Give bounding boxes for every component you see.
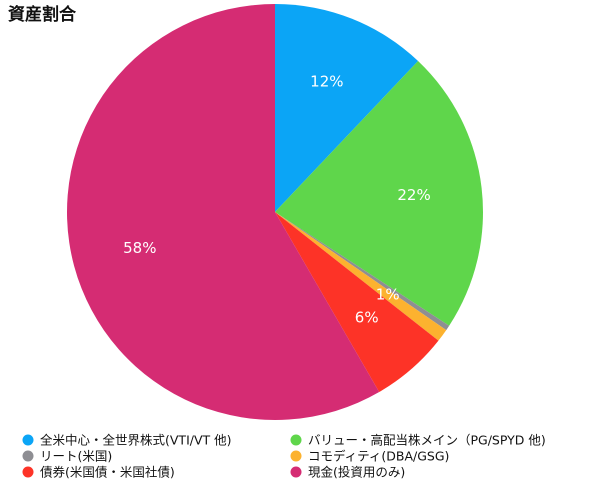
legend-marker [22, 466, 34, 478]
pie-slice [275, 61, 483, 326]
legend-label: 債券(米国債・米国社債) [40, 465, 175, 480]
legend-marker [22, 450, 34, 462]
data-label: 6% [355, 308, 379, 326]
legend-label: 現金(投資用のみ) [308, 465, 405, 480]
data-label: 22% [397, 186, 430, 204]
pie-slice [275, 212, 450, 331]
legend-label: バリュー・高配当株メイン（PG/SPYD 他) [308, 433, 546, 448]
data-label: 58% [123, 239, 156, 257]
pie-slice [67, 4, 380, 420]
data-label: 1% [376, 286, 400, 304]
legend-label: リート(米国) [40, 449, 112, 464]
chart-title: 資産割合 [8, 4, 77, 25]
pie-slice [275, 4, 419, 212]
pie-slice [275, 212, 447, 341]
legend-marker [22, 434, 34, 446]
legend-marker [290, 466, 302, 478]
legend-label: コモディティ(DBA/GSG) [308, 449, 449, 464]
pie-slice [275, 212, 439, 393]
data-label: 12% [310, 72, 343, 90]
legend-marker [290, 434, 302, 446]
legend-marker [290, 450, 302, 462]
legend-label: 全米中心・全世界株式(VTI/VT 他) [40, 433, 232, 448]
